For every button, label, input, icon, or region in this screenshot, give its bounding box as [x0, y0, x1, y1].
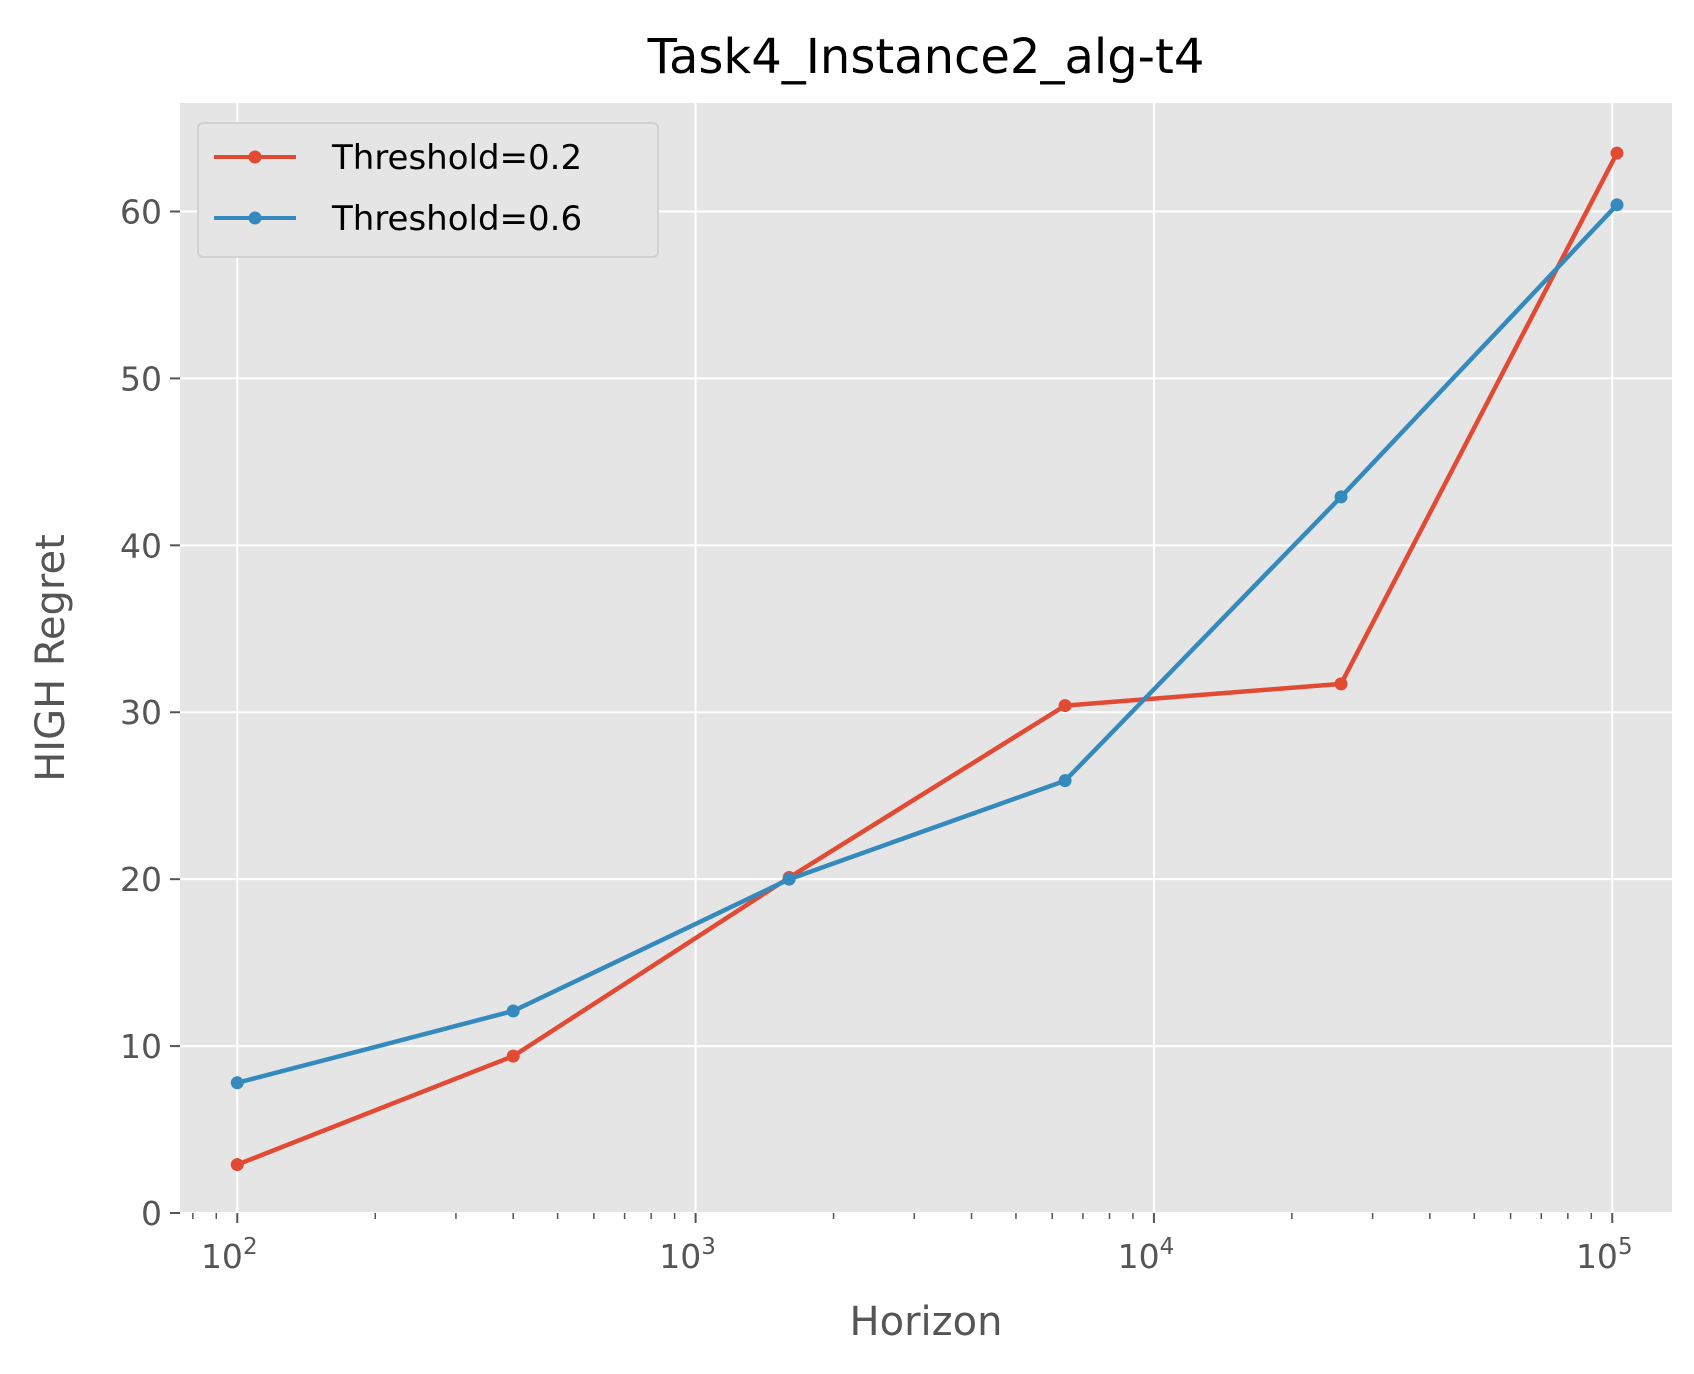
- y-tick-label: 20: [120, 860, 162, 899]
- data-point: [1058, 699, 1072, 713]
- data-point: [230, 1076, 244, 1090]
- legend-entry-2: Threshold=0.6: [214, 199, 582, 239]
- plot-area: [180, 103, 1672, 1213]
- y-tick-label: 40: [120, 526, 162, 565]
- data-point: [506, 1049, 520, 1063]
- x-axis: 102 103 104 105: [192, 1213, 1633, 1276]
- x-tick-label: 102: [201, 1234, 258, 1276]
- x-tick-label: 103: [659, 1234, 716, 1276]
- y-tick-label: 0: [141, 1194, 162, 1233]
- chart-title: Task4_Instance2_alg-t4: [647, 29, 1205, 85]
- legend-entry-1: Threshold=0.2: [214, 138, 582, 178]
- data-point: [230, 1158, 244, 1172]
- grid: [180, 103, 1672, 1214]
- legend-box: [197, 122, 659, 258]
- series: [230, 146, 1624, 1172]
- legend-label: Threshold=0.6: [331, 199, 582, 239]
- x-axis-label: Horizon: [850, 1299, 1003, 1345]
- series-line: [236, 152, 1619, 1167]
- data-point: [1058, 774, 1072, 788]
- legend: Threshold=0.2 Threshold=0.6: [197, 122, 659, 258]
- data-point: [1610, 146, 1624, 160]
- y-tick-label: 30: [120, 693, 162, 732]
- y-axis: 0 10 20 30 40 50 60: [120, 192, 180, 1233]
- y-tick-label: 60: [120, 192, 162, 231]
- legend-marker: [248, 150, 262, 164]
- y-tick-label: 10: [120, 1027, 162, 1066]
- series-line: [236, 203, 1619, 1085]
- legend-label: Threshold=0.2: [331, 138, 582, 178]
- y-axis-label: HIGH Regret: [28, 534, 74, 782]
- x-tick-label: 104: [1118, 1234, 1175, 1276]
- data-point: [1610, 198, 1624, 212]
- data-point: [782, 872, 796, 886]
- data-point: [1334, 677, 1348, 691]
- y-tick-label: 50: [120, 359, 162, 398]
- x-tick-label: 105: [1576, 1234, 1633, 1276]
- data-point: [506, 1004, 520, 1018]
- legend-marker: [248, 211, 262, 225]
- data-point: [1334, 490, 1348, 504]
